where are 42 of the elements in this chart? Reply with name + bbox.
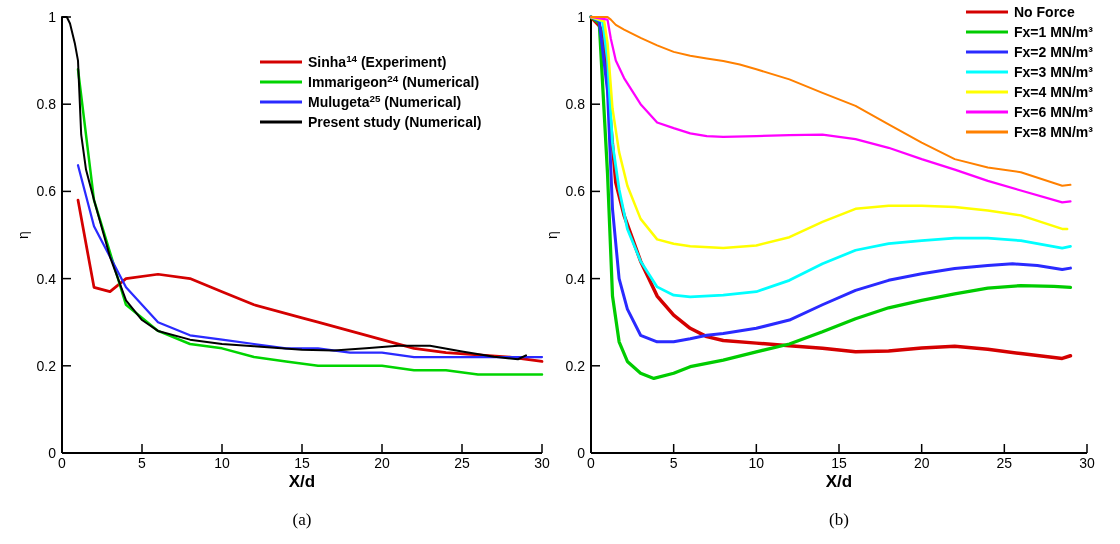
legend-label: Fx=6 MN/m³ — [1014, 104, 1094, 120]
x-axis-title: X/d — [288, 472, 316, 491]
legend-label: Fx=3 MN/m³ — [1014, 64, 1094, 80]
x-tick-label: 0 — [587, 455, 596, 471]
x-tick-label: 5 — [138, 455, 147, 471]
x-tick-label: 10 — [748, 455, 765, 471]
legend-label: Fx=8 MN/m³ — [1014, 124, 1094, 140]
y-tick-label: 0.6 — [565, 183, 586, 200]
x-tick-label: 5 — [669, 455, 678, 471]
legend-label: Sinha$^{14}$ (Experiment) — [308, 52, 447, 70]
y-tick-label: 0.2 — [565, 357, 586, 374]
x-tick-label: 30 — [534, 455, 550, 471]
x-tick-label: 0 — [58, 455, 67, 471]
x-tick-label: 30 — [1079, 455, 1095, 471]
y-tick-label: 0.8 — [565, 96, 586, 113]
text: (b) — [829, 510, 849, 529]
legend-label: Present study (Numerical) — [308, 114, 482, 130]
y-tick-label: 1 — [577, 8, 586, 25]
y-tick-label: 0.4 — [36, 270, 57, 287]
x-axis-title: X/d — [825, 472, 853, 491]
legend-label: Fx=1 MN/m³ — [1014, 24, 1094, 40]
legend-label: Immarigeon$^{24}$ (Numerical) — [308, 72, 480, 90]
y-axis-title: η — [544, 231, 560, 239]
y-tick-label: 1 — [48, 8, 57, 25]
x-tick-label: 20 — [913, 455, 930, 471]
legend-label: Fx=2 MN/m³ — [1014, 44, 1094, 60]
legend-label: Mulugeta$^{25}$ (Numerical) — [308, 92, 462, 110]
y-tick-label: 0.2 — [36, 357, 57, 374]
y-tick-label: 0.4 — [565, 270, 586, 287]
legend-label: No Force — [1014, 4, 1075, 20]
x-tick-label: 15 — [831, 455, 847, 471]
x-tick-label: 25 — [996, 455, 1013, 471]
y-axis-title: η — [15, 231, 31, 239]
x-tick-label: 15 — [294, 455, 310, 471]
y-tick-label: 0.8 — [36, 96, 57, 113]
legend-label: Fx=4 MN/m³ — [1014, 84, 1094, 100]
x-tick-label: 20 — [374, 455, 390, 471]
x-tick-label: 10 — [214, 455, 230, 471]
y-tick-label: 0.6 — [36, 183, 57, 200]
x-tick-label: 25 — [454, 455, 470, 471]
line-series — [76, 164, 544, 359]
text: (a) — [292, 510, 312, 529]
